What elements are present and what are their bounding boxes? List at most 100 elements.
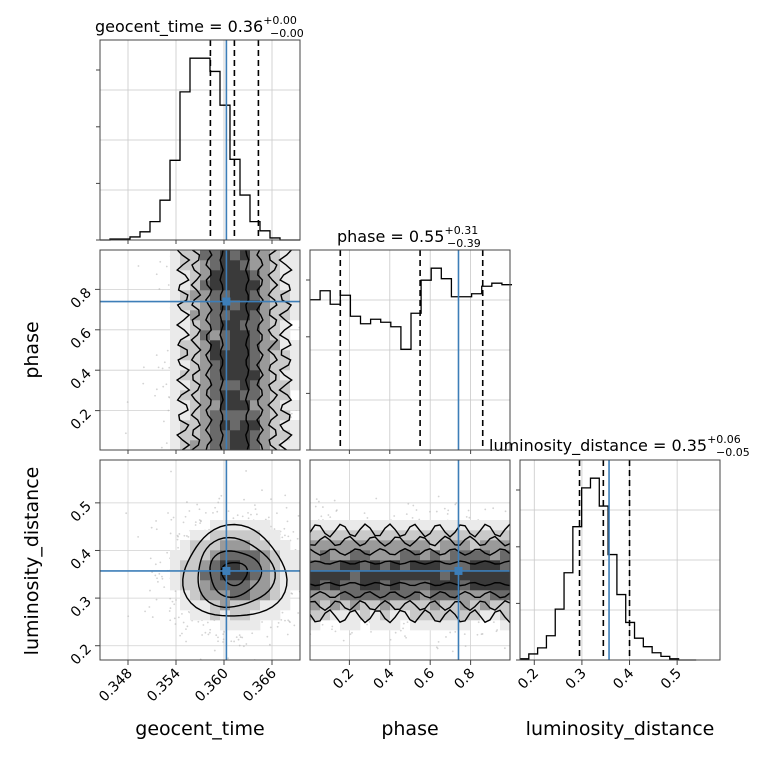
- 2d-density-cell: [250, 620, 261, 631]
- 2d-density-cell: [250, 520, 261, 531]
- 2d-sample-point: [241, 515, 244, 518]
- 2d-density-cell: [170, 570, 181, 581]
- 2d-density-cell: [190, 280, 201, 291]
- 2d-sample-point: [155, 388, 158, 391]
- 2d-sample-point: [217, 636, 219, 639]
- 2d-sample-point: [154, 574, 157, 577]
- 2d-density-cell: [460, 590, 471, 601]
- 2d-density-cell: [250, 380, 261, 391]
- 2d-density-cell: [250, 330, 261, 341]
- 2d-density-cell: [420, 540, 431, 551]
- 2d-density-cell: [210, 260, 221, 271]
- 2d-density-cell: [270, 340, 281, 351]
- 2d-sample-point: [300, 575, 302, 577]
- 2d-sample-point: [463, 633, 466, 636]
- 2d-density-cell: [210, 580, 221, 591]
- 2d-density-cell: [220, 320, 231, 331]
- 2d-density-cell: [200, 320, 211, 331]
- 2d-density-cell: [190, 550, 201, 561]
- 2d-sample-point: [321, 506, 324, 508]
- 2d-sample-point: [269, 626, 272, 629]
- 2d-sample-point: [393, 515, 396, 517]
- 2d-sample-point: [302, 574, 304, 576]
- 2d-density-cell: [290, 430, 300, 441]
- xtick-label-geocent_time: 0.366: [240, 665, 280, 705]
- 2d-sample-point: [303, 397, 305, 399]
- 2d-panel-phase-luminosity_distance: [309, 459, 511, 661]
- 2d-contour-line: [310, 581, 510, 587]
- 2d-density-cell: [310, 610, 321, 621]
- 2d-density-cell: [200, 300, 211, 311]
- 2d-panel-geocent_time-luminosity_distance: [99, 459, 304, 661]
- 2d-density-cell: [290, 250, 300, 261]
- 2d-sample-point: [312, 302, 314, 304]
- 2d-density-cell: [240, 410, 251, 421]
- 2d-sample-point: [137, 535, 140, 538]
- 2d-density-cell: [460, 540, 471, 551]
- xtick-label-phase: 0.6: [411, 665, 438, 692]
- 2d-density-cell: [250, 320, 261, 331]
- 2d-contour-line: [220, 562, 249, 587]
- 2d-sample-point: [179, 634, 181, 637]
- 2d-density-cell: [210, 520, 221, 531]
- 2d-sample-point: [194, 521, 197, 524]
- 2d-sample-point: [503, 647, 506, 650]
- 2d-sample-point: [261, 621, 263, 623]
- 2d-sample-point: [185, 640, 187, 643]
- 2d-density-cell: [190, 540, 201, 551]
- title-phase-base: phase = 0.55: [337, 227, 444, 246]
- 2d-sample-point: [301, 542, 303, 544]
- 2d-density-cell: [180, 300, 191, 311]
- 2d-contour-line: [310, 535, 510, 547]
- 2d-contour-line: [310, 547, 510, 556]
- 2d-sample-point: [301, 603, 303, 605]
- 2d-density-cell: [340, 570, 351, 581]
- 2d-sample-point: [188, 510, 191, 512]
- 2d-sample-point: [206, 621, 209, 624]
- 2d-sample-point: [436, 647, 439, 650]
- 2d-density-cell: [320, 520, 331, 531]
- 2d-density-cell: [280, 310, 291, 321]
- 2d-density-cell: [270, 420, 281, 431]
- 2d-sample-point: [302, 333, 304, 335]
- 2d-density-cell: [290, 550, 300, 561]
- 2d-sample-point: [197, 620, 200, 623]
- 2d-density-cell: [430, 530, 441, 541]
- 2d-contour-line: [278, 250, 293, 450]
- hist-frame-geocent_time: [99, 39, 301, 241]
- 2d-sample-point: [194, 524, 197, 526]
- 2d-contour-line: [182, 523, 288, 617]
- 2d-density-cell: [200, 310, 211, 321]
- 2d-density-cell: [200, 440, 211, 450]
- 2d-sample-point: [169, 607, 172, 610]
- 2d-density-cell: [440, 600, 451, 611]
- 2d-sample-point: [187, 610, 190, 613]
- 2d-sample-point: [198, 508, 201, 511]
- 2d-density-cell: [180, 410, 191, 421]
- 2d-density-cell: [360, 540, 371, 551]
- 2d-density-cell: [190, 300, 201, 311]
- 2d-density-cell: [260, 540, 271, 551]
- 2d-density-cell: [190, 270, 201, 281]
- 2d-frame: [99, 249, 301, 451]
- 2d-sample-point: [281, 611, 284, 614]
- 2d-density-cell: [200, 420, 211, 431]
- 2d-density-cell: [220, 580, 231, 591]
- 2d-density-cell: [360, 560, 371, 571]
- 2d-density-cell: [170, 380, 181, 391]
- 2d-sample-point: [242, 645, 245, 648]
- 2d-contour-line: [310, 523, 510, 538]
- xtick-label-luminosity_distance: 0.3: [563, 666, 590, 693]
- 2d-density-cell: [180, 350, 191, 361]
- 2d-density-cell: [230, 380, 241, 391]
- title-geocent-time-sub: −0.00: [270, 27, 304, 40]
- 2d-sample-point: [233, 640, 235, 643]
- 2d-density-cell: [200, 530, 211, 541]
- 2d-density-cell: [250, 440, 261, 450]
- 2d-density-cell: [360, 590, 371, 601]
- 2d-sample-point: [216, 510, 219, 513]
- 2d-density-cell: [390, 610, 401, 621]
- 2d-density-cell: [390, 600, 401, 611]
- 2d-sample-point: [290, 412, 293, 415]
- 2d-sample-point: [155, 598, 158, 601]
